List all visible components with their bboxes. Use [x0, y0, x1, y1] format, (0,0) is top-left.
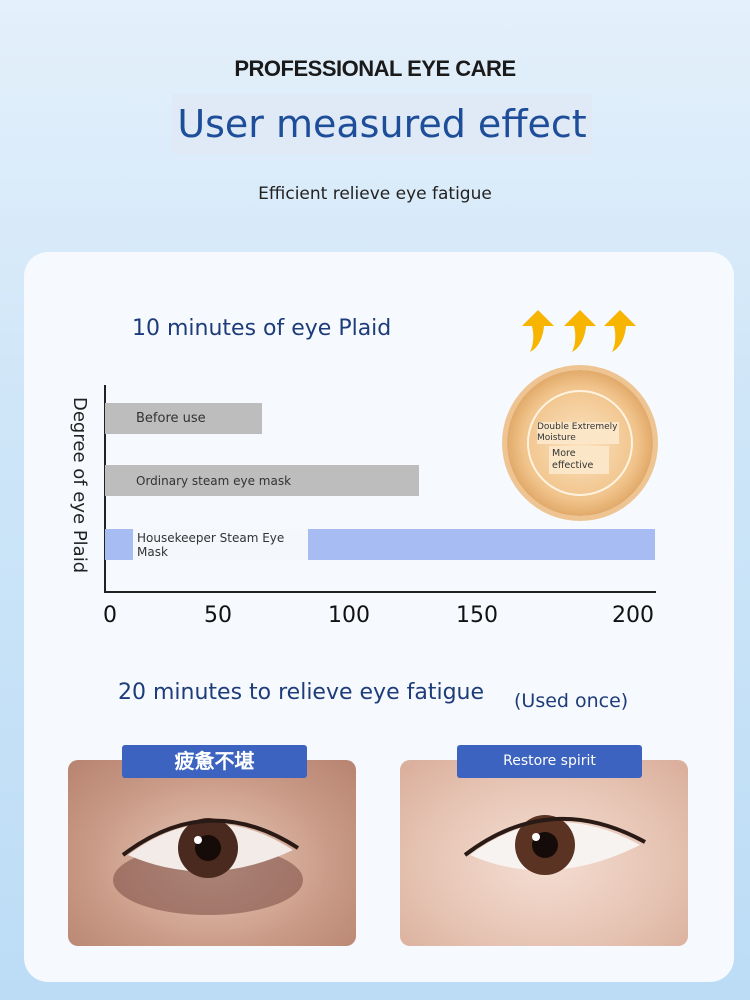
bar-label: Housekeeper Steam Eye Mask — [133, 529, 308, 560]
up-arrow-icon — [522, 310, 554, 352]
up-arrow-icon — [604, 310, 636, 352]
x-tick-label: 50 — [204, 603, 232, 628]
before-label: 疲惫不堪 — [122, 745, 307, 778]
usage-note: (Used once) — [514, 690, 629, 712]
x-tick-label: 200 — [612, 603, 654, 628]
after-label: Restore spirit — [457, 745, 642, 778]
badge-line2: More effective — [549, 446, 609, 474]
y-axis-label: Degree of eye Plaid — [69, 396, 90, 574]
bar: Ordinary steam eye mask — [105, 465, 420, 496]
bar: Housekeeper Steam Eye Mask — [105, 529, 656, 560]
bar-label: Before use — [136, 411, 206, 426]
x-tick-label: 100 — [328, 603, 370, 628]
badge-line1: Double Extremely Moisture — [537, 422, 619, 444]
comparison-title: 20 minutes to relieve eye fatigue — [118, 680, 485, 705]
refreshed-eye-photo — [400, 760, 688, 946]
x-axis — [104, 591, 656, 593]
x-tick-label: 0 — [103, 603, 117, 628]
chart-title: 10 minutes of eye Plaid — [132, 316, 392, 341]
tired-eye-photo — [68, 760, 356, 946]
up-arrow-icon — [564, 310, 596, 352]
subtitle: Efficient relieve eye fatigue — [258, 184, 492, 204]
x-tick-label: 150 — [456, 603, 498, 628]
bar-label: Ordinary steam eye mask — [136, 473, 292, 488]
kicker-heading: PROFESSIONAL EYE CARE — [234, 56, 516, 81]
page-title: User measured effect — [172, 94, 592, 154]
gold-medal-icon: Double Extremely Moisture More effective — [507, 370, 653, 516]
bar: Before use — [105, 403, 263, 434]
